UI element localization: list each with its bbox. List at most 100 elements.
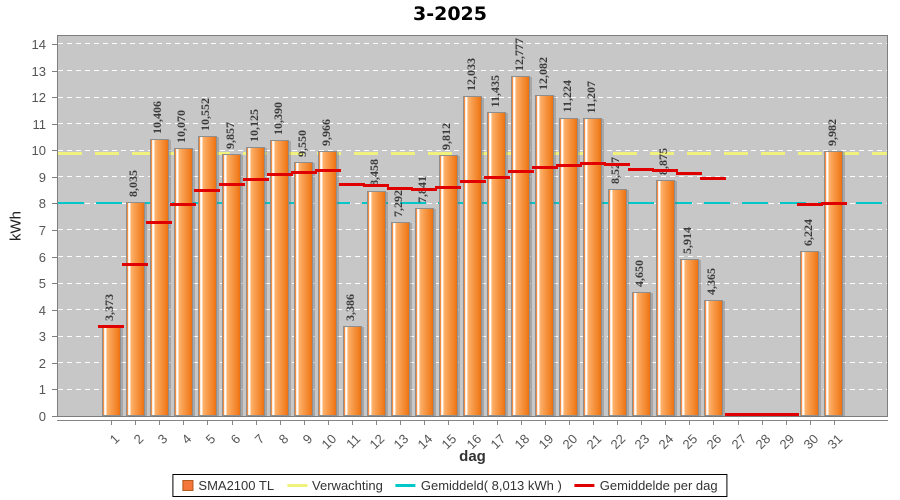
daily-average-dash-day-13 — [387, 186, 414, 190]
bar-day-15 — [438, 155, 458, 416]
bar-day-5 — [197, 135, 217, 416]
y-axis: 0 1 2 3 4 5 6 7 8 9 10 11 12 13 14 — [0, 36, 57, 424]
legend-item-sma2100-tl: SMA2100 TL — [182, 478, 274, 493]
daily-average-dash-day-22 — [604, 162, 631, 166]
bar-value-label-day-17: 11,435 — [487, 74, 502, 108]
x-tick-label-4: 4 — [178, 431, 195, 447]
x-tick-17 — [496, 421, 498, 425]
bar-value-label-day-15: 9,812 — [439, 123, 454, 151]
legend: SMA2100 TL Verwachting Gemiddeld( 8,013 kW… — [172, 474, 728, 497]
legend-label-verwachting: Verwachting — [312, 478, 383, 493]
verwachting-marker — [287, 484, 308, 487]
bar-value-label-day-16: 12,033 — [463, 58, 478, 92]
x-tick-label-3: 3 — [154, 431, 171, 447]
x-tick-30 — [809, 421, 811, 425]
legend-item-gemiddelde-per-dag: Gemiddelde per dag — [574, 478, 718, 493]
y-tick-5 — [52, 283, 57, 285]
x-tick-label-1: 1 — [106, 431, 123, 447]
x-tick-23 — [641, 421, 643, 425]
bar-value-label-day-22: 8,527 — [608, 157, 623, 185]
bar-day-12 — [366, 191, 386, 416]
legend-item-gemiddeld-8-013-kwh: Gemiddeld( 8,013 kWh ) — [395, 478, 562, 493]
y-tick-3 — [52, 336, 57, 338]
x-tick-15 — [448, 421, 450, 425]
bar-day-26 — [703, 300, 723, 416]
bar-day-13 — [390, 222, 410, 416]
bar-day-11 — [342, 326, 362, 416]
daily-average-dash-day-27 — [724, 413, 751, 416]
grid-line-14 — [58, 43, 887, 45]
legend-label-sma2100-tl: SMA2100 TL — [198, 478, 275, 493]
y-tick-label-0: 0 — [38, 409, 46, 424]
bar-day-16 — [463, 96, 482, 416]
daily-average-dash-day-14 — [411, 188, 438, 192]
x-tick-5 — [207, 421, 209, 425]
legend-label-gemiddelde-per-dag: Gemiddelde per dag — [599, 478, 718, 493]
x-tick-22 — [617, 421, 619, 425]
x-tick-29 — [785, 421, 787, 425]
daily-average-dash-day-1 — [98, 324, 125, 328]
daily-average-dash-day-11 — [339, 183, 366, 187]
legend-label-gemiddeld-8-013-kwh: Gemiddeld( 8,013 kWh ) — [420, 478, 562, 493]
daily-average-dash-day-17 — [483, 176, 510, 179]
x-tick-3 — [159, 421, 161, 425]
y-tick-12 — [52, 97, 57, 99]
daily-average-dash-day-21 — [579, 161, 606, 165]
daily-average-dash-day-23 — [628, 168, 655, 172]
bar-value-label-day-3: 10,406 — [150, 101, 165, 135]
daily-average-dash-day-10 — [314, 169, 341, 173]
x-tick-6 — [231, 421, 233, 425]
y-tick-13 — [52, 70, 57, 72]
x-tick-label-7: 7 — [251, 431, 267, 447]
y-tick-14 — [52, 43, 57, 45]
x-tick-28 — [761, 421, 763, 425]
bar-day-22 — [607, 189, 627, 416]
daily-average-dash-day-26 — [700, 177, 727, 181]
x-tick-16 — [472, 421, 474, 425]
daily-average-dash-day-20 — [555, 163, 582, 167]
bar-value-label-day-18: 12,777 — [511, 38, 526, 72]
x-tick-7 — [255, 421, 257, 425]
bar-day-6 — [222, 154, 242, 416]
x-tick-19 — [544, 421, 546, 425]
bar-day-14 — [414, 207, 434, 416]
y-tick-0 — [52, 416, 57, 417]
y-tick-4 — [52, 309, 57, 311]
bar-value-label-day-12: 8,458 — [367, 159, 382, 187]
bar-value-label-day-19: 12,082 — [535, 56, 550, 90]
y-tick-6 — [52, 256, 57, 258]
daily-average-dash-day-7 — [242, 177, 269, 181]
x-tick-25 — [689, 421, 691, 425]
x-tick-4 — [183, 421, 185, 425]
y-tick-11 — [52, 123, 57, 125]
bar-value-label-day-7: 10,125 — [246, 108, 261, 142]
x-tick-11 — [352, 421, 354, 425]
daily-average-dash-day-18 — [507, 170, 534, 174]
bar-value-label-day-13: 7,292 — [391, 190, 406, 218]
daily-average-dash-day-15 — [435, 185, 462, 189]
bar-value-label-day-23: 4,650 — [632, 260, 647, 288]
x-tick-label-2: 2 — [130, 431, 147, 447]
bar-value-label-day-30: 6,224 — [800, 218, 815, 246]
daily-average-dash-day-12 — [363, 183, 390, 187]
x-tick-label-9: 9 — [299, 431, 316, 447]
plot-area: 3,373 8,035 10,406 10,070 10,552 9,857 10,125 1… — [57, 35, 888, 417]
chart-title: 3-2025 — [413, 3, 487, 25]
bar-day-8 — [270, 139, 290, 416]
bar-day-25 — [679, 258, 699, 416]
bar-day-10 — [318, 151, 338, 416]
y-tick-10 — [52, 150, 57, 152]
y-tick-2 — [52, 362, 57, 364]
legend-item-verwachting: Verwachting — [287, 478, 383, 493]
y-tick-label-5: 5 — [38, 276, 46, 292]
bar-value-label-day-5: 10,552 — [198, 97, 213, 131]
bar-day-20 — [559, 117, 579, 416]
bar-day-30 — [800, 250, 820, 416]
daily-average-dash-day-19 — [531, 166, 558, 170]
y-tick-label-13: 13 — [31, 63, 46, 79]
bar-day-23 — [631, 292, 651, 416]
y-tick-9 — [52, 176, 57, 178]
daily-average-dash-day-4 — [170, 202, 197, 206]
y-tick-label-12: 12 — [31, 90, 46, 106]
